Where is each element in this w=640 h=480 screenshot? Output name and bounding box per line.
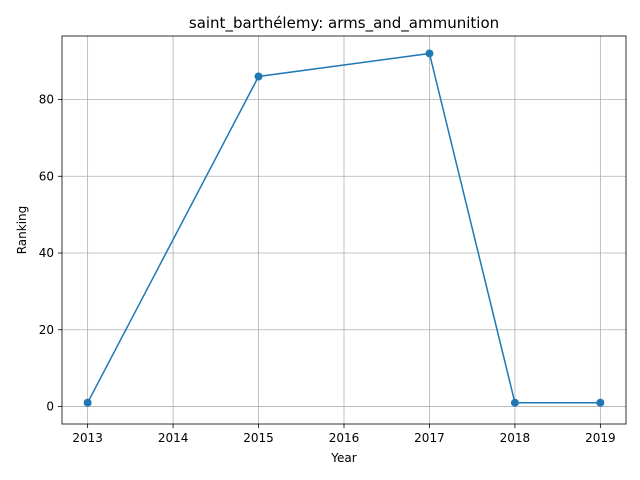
x-tick-label: 2019 (585, 431, 616, 445)
data-point (83, 398, 92, 407)
chart-title: saint_barthélemy: arms_and_ammunition (189, 14, 499, 33)
x-tick-label: 2014 (158, 431, 189, 445)
y-axis-label: Ranking (15, 206, 29, 255)
y-tick-label: 40 (39, 246, 54, 260)
data-point (425, 49, 434, 58)
x-tick-label: 2016 (329, 431, 360, 445)
data-point (596, 398, 605, 407)
x-tick-label: 2015 (243, 431, 274, 445)
y-tick-label: 0 (46, 400, 54, 414)
x-tick-label: 2017 (414, 431, 445, 445)
y-tick-label: 80 (39, 93, 54, 107)
x-axis-label: Year (330, 451, 356, 465)
y-tick-label: 60 (39, 169, 54, 183)
x-tick-label: 2013 (72, 431, 103, 445)
y-tick-label: 20 (39, 323, 54, 337)
y-axis: 0 20 40 60 80 (39, 93, 62, 414)
x-axis: 2013 2014 2015 2016 2017 2018 2019 (72, 424, 616, 445)
data-point (510, 398, 519, 407)
x-tick-label: 2018 (500, 431, 531, 445)
grid (62, 36, 626, 424)
plot-area (83, 49, 605, 407)
data-point (254, 72, 263, 81)
